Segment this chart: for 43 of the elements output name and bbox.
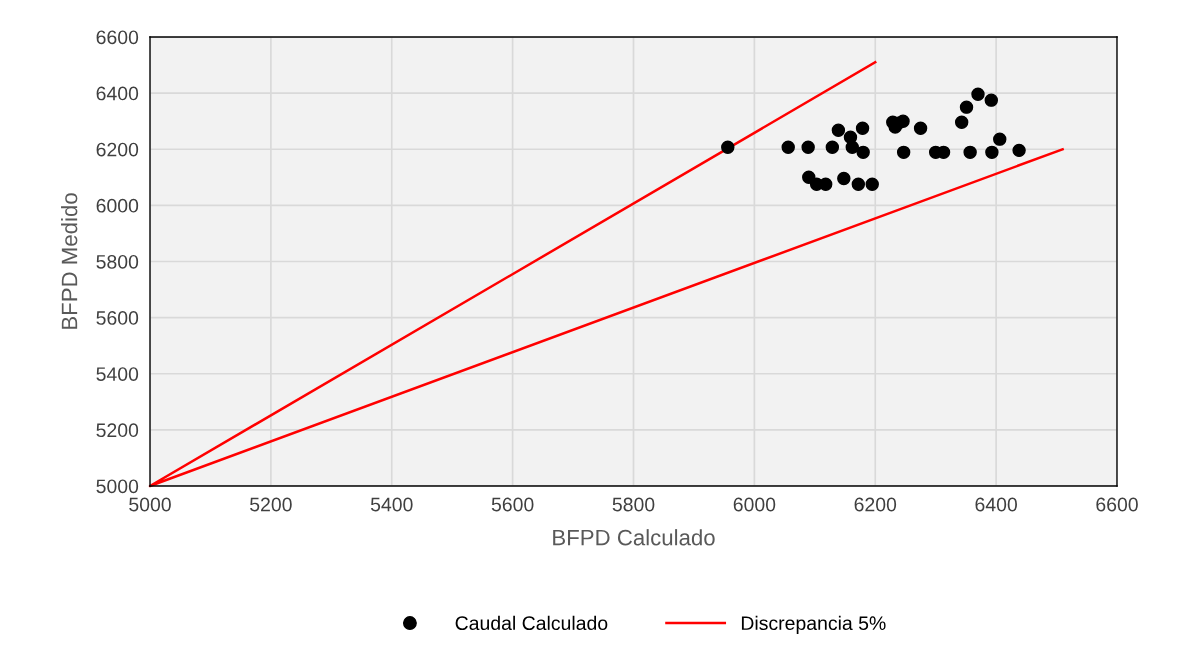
- legend-label: Discrepancia 5%: [741, 615, 886, 634]
- x-tick-label: 5600: [491, 497, 534, 512]
- y-axis-title: BFPD Medido: [61, 193, 78, 329]
- point: [963, 145, 977, 160]
- point: [856, 145, 870, 160]
- point: [721, 140, 735, 154]
- point: [831, 123, 846, 137]
- x-tick-label: 5200: [250, 497, 292, 512]
- point: [837, 171, 851, 186]
- x-tick-label: 6000: [733, 497, 776, 512]
- point: [801, 140, 815, 154]
- y-tick-label: 5400: [96, 367, 139, 381]
- y-tick-label: 5200: [96, 423, 139, 438]
- point: [851, 177, 866, 192]
- point: [993, 132, 1007, 146]
- x-tick-label: 5000: [129, 497, 171, 512]
- x-tick-label: 6600: [1096, 497, 1138, 512]
- y-tick-label: 5000: [96, 479, 139, 494]
- point: [845, 140, 859, 154]
- point: [865, 177, 879, 192]
- y-tick-label: 6200: [96, 142, 139, 157]
- point: [913, 121, 928, 135]
- point: [825, 140, 840, 154]
- y-tick-label: 5800: [96, 254, 139, 269]
- y-tick-label: 6600: [96, 30, 139, 45]
- x-axis-title: BFPD Calculado: [553, 529, 715, 546]
- point: [959, 100, 974, 114]
- x-tick-label: 6200: [854, 497, 897, 512]
- y-tick-label: 5600: [96, 311, 139, 325]
- point: [781, 140, 795, 154]
- point: [985, 145, 999, 160]
- point: [896, 145, 911, 160]
- point: [954, 115, 969, 130]
- x-tick-label: 5400: [370, 497, 413, 512]
- point: [984, 93, 998, 107]
- point: [1012, 143, 1026, 158]
- point: [855, 121, 870, 135]
- point: [971, 87, 985, 101]
- x-tick-label: 5800: [612, 497, 655, 512]
- x-tick-label: 6400: [975, 497, 1017, 512]
- legend-label: Caudal Calculado: [455, 615, 608, 631]
- y-tick-label: 6000: [96, 198, 139, 213]
- y-tick-label: 6400: [96, 86, 139, 101]
